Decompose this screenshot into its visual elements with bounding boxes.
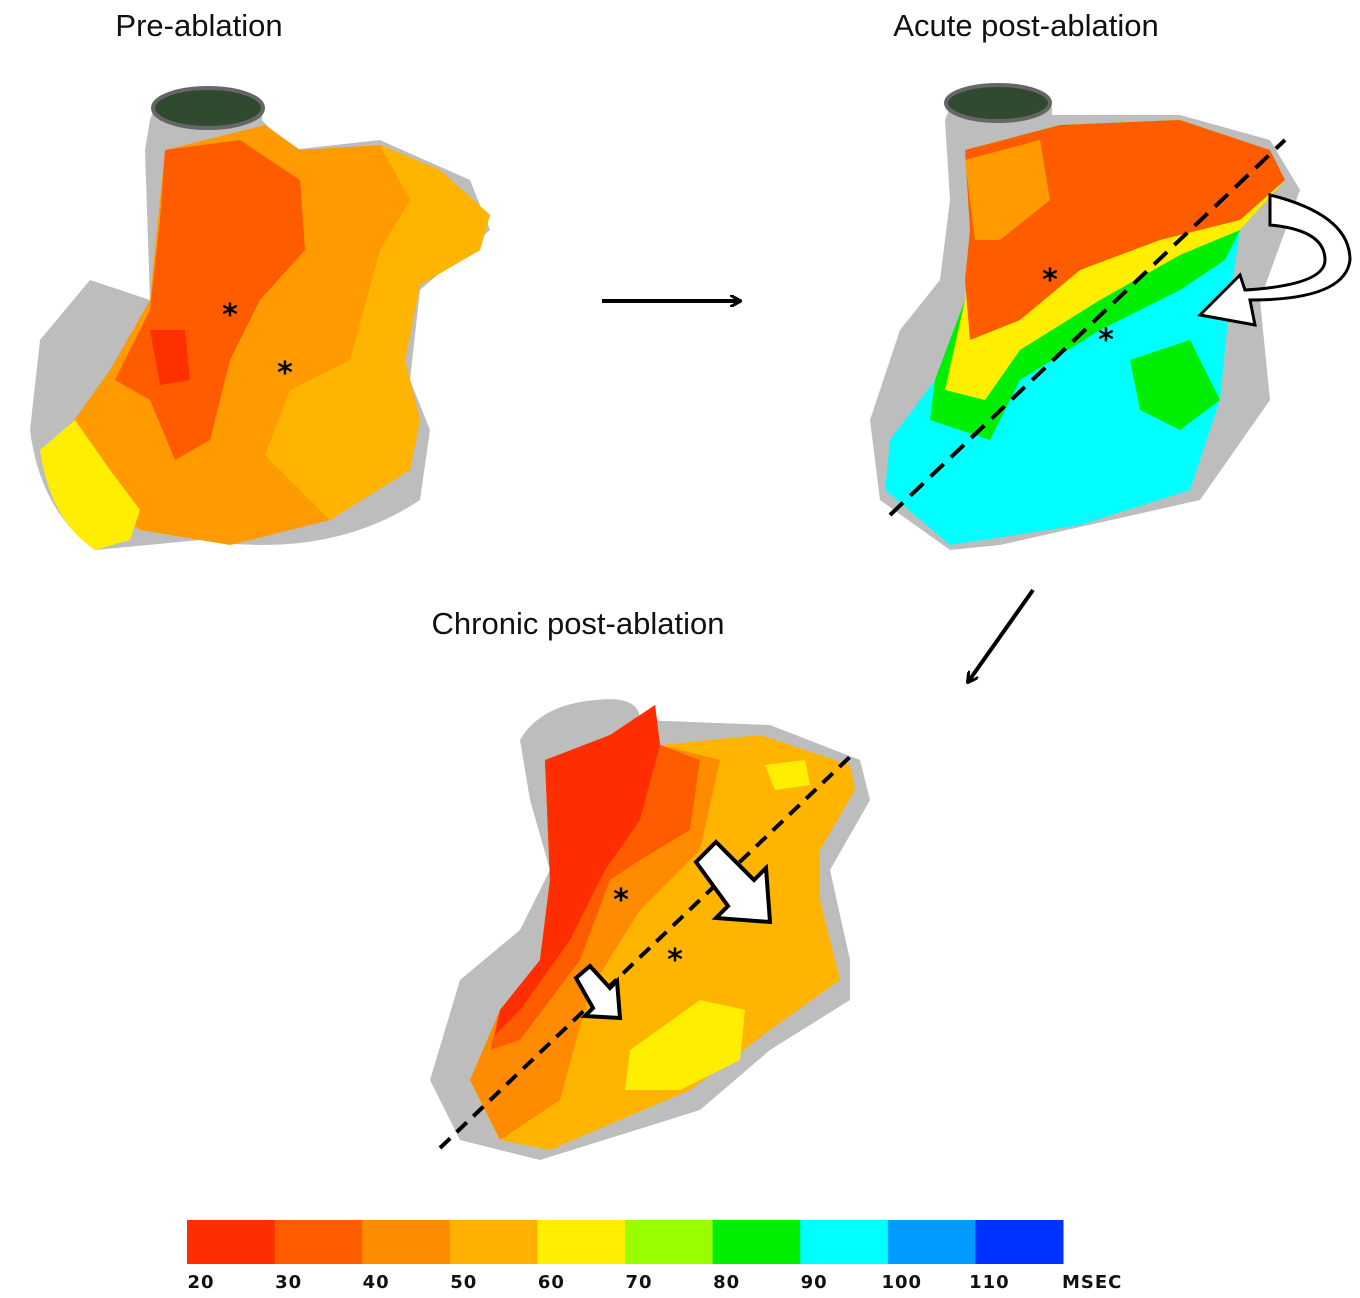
colorbar-label: 60: [538, 1272, 565, 1293]
colorbar: 20 30 40 50 60 70 80 90 100 110: [187, 1220, 1064, 1293]
panel-title: Chronic post-ablation: [432, 606, 725, 641]
colorbar-label: 70: [625, 1272, 652, 1293]
arrow: [968, 590, 1033, 682]
color-swatch: [713, 1220, 801, 1264]
marker: *: [1098, 323, 1114, 358]
colorbar-label: 110: [969, 1272, 1010, 1293]
marker: *: [1042, 263, 1058, 298]
color-swatch: [362, 1220, 450, 1264]
colorbar-label: 30: [275, 1272, 302, 1293]
colorbar-label: 20: [187, 1272, 214, 1293]
colorbar-label: 80: [713, 1272, 740, 1293]
colorbar-label: 90: [801, 1272, 828, 1293]
marker: *: [613, 883, 629, 918]
map-chronic: [430, 699, 870, 1160]
vessel: [153, 88, 263, 128]
color-swatch: [800, 1220, 888, 1264]
marker: *: [277, 356, 293, 391]
marker: *: [222, 298, 238, 333]
marker: *: [667, 943, 683, 978]
map-pre: [30, 88, 490, 550]
color-swatch: [888, 1220, 976, 1264]
color-swatch: [275, 1220, 363, 1264]
colorbar-label: 40: [363, 1272, 390, 1293]
color-swatch: [187, 1220, 275, 1264]
panel-title: Pre-ablation: [115, 8, 282, 43]
panel-title: Acute post-ablation: [893, 8, 1158, 43]
colorbar-label: 50: [450, 1272, 477, 1293]
figure: * * * * * * Pre-ablation Acute post-abla…: [0, 0, 1360, 1294]
color-swatch: [537, 1220, 625, 1264]
color-swatch: [450, 1220, 538, 1264]
color-swatch: [975, 1220, 1063, 1264]
colorbar-unit: MSEC: [1062, 1272, 1122, 1293]
color-swatch: [625, 1220, 713, 1264]
map-acute: [870, 85, 1350, 550]
vessel: [946, 85, 1050, 121]
colorbar-label: 100: [882, 1272, 923, 1293]
